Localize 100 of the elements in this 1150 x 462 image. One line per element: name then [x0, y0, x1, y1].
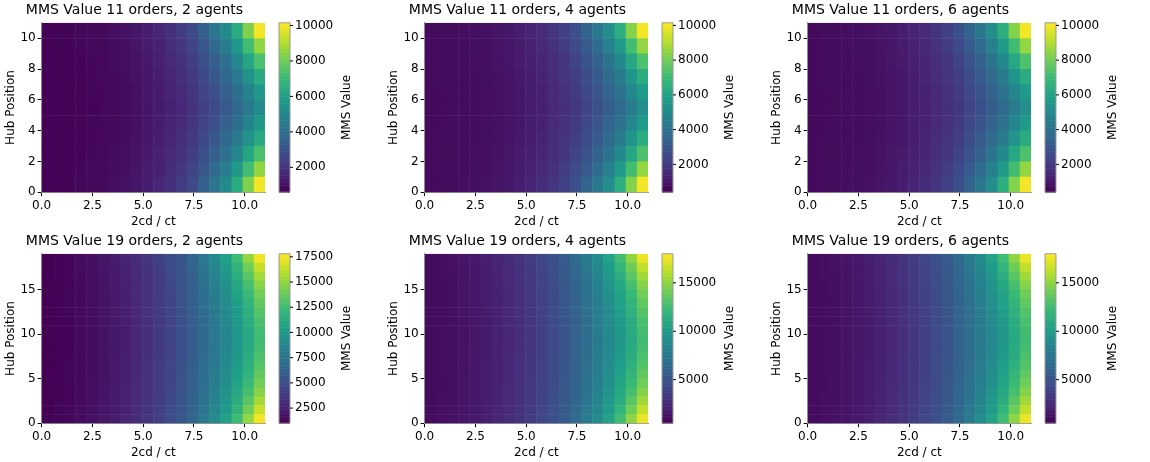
y-tick-label: 10: [403, 326, 419, 341]
color-bar-label: 10000: [678, 323, 717, 338]
x-tick-label: 5.0: [516, 428, 536, 443]
x-tick-label: 2.5: [82, 428, 102, 443]
x-tick-label: 10.0: [231, 197, 259, 212]
color-bar-label: 7500: [295, 349, 326, 364]
x-tick-label: 0.0: [798, 197, 818, 212]
color-bar-label: 6000: [1061, 87, 1092, 102]
color-bar-label: 2000: [1061, 156, 1092, 171]
y-tick-label: 10: [20, 326, 36, 341]
color-bar-label: 10000: [295, 17, 334, 32]
x-tick-label: 7.5: [567, 197, 587, 212]
x-tick-label: 2.5: [465, 428, 485, 443]
color-bar-label: 6000: [295, 88, 326, 103]
x-tick-label: 5.0: [133, 197, 153, 212]
color-bar-title: MMS Value: [339, 305, 354, 372]
color-bar-label: 4000: [678, 121, 709, 136]
x-tick-label: 7.5: [950, 197, 970, 212]
chart-title: MMS Value 19 orders, 6 agents: [791, 232, 1010, 249]
y-tick-label: 2: [28, 153, 36, 168]
color-bar-label: 8000: [678, 52, 709, 67]
x-tick-label: 0.0: [798, 428, 818, 443]
x-tick-label: 2.5: [848, 197, 868, 212]
chart-title: MMS Value 11 orders, 6 agents: [791, 1, 1010, 18]
color-bar-label: 4000: [1061, 121, 1092, 136]
x-axis-title: 2cd / ct: [513, 444, 560, 459]
x-tick-label: 5.0: [516, 197, 536, 212]
x-tick-label: 5.0: [899, 428, 919, 443]
color-bar-label: 10000: [678, 17, 717, 32]
color-bar-label: 8000: [1061, 52, 1092, 67]
color-bar-label: 2000: [678, 156, 709, 171]
y-tick-label: 8: [28, 61, 36, 76]
y-tick-label: 0: [28, 184, 36, 199]
y-tick-label: 10: [20, 30, 36, 45]
y-tick-label: 4: [794, 122, 802, 137]
color-bar-label: 5000: [1061, 371, 1092, 386]
x-tick-label: 10.0: [997, 197, 1025, 212]
y-axis-title: Hub Position: [3, 70, 18, 145]
y-axis-title: Hub Position: [769, 301, 784, 376]
y-tick-label: 0: [411, 184, 419, 199]
chart-title: MMS Value 19 orders, 4 agents: [408, 232, 627, 249]
y-axis-title: Hub Position: [386, 70, 401, 145]
x-tick-label: 10.0: [614, 197, 642, 212]
x-tick-label: 0.0: [32, 197, 52, 212]
y-tick-label: 2: [794, 153, 802, 168]
color-bar-title: MMS Value: [1105, 305, 1120, 372]
y-tick-label: 15: [403, 281, 419, 296]
color-bar-title: MMS Value: [339, 74, 354, 141]
x-tick-label: 0.0: [415, 428, 435, 443]
chart-title: MMS Value 11 orders, 2 agents: [25, 1, 244, 18]
x-tick-label: 2.5: [82, 197, 102, 212]
y-tick-label: 6: [794, 91, 802, 106]
y-tick-label: 10: [786, 326, 802, 341]
x-axis-title: 2cd / ct: [130, 444, 177, 459]
x-axis-title: 2cd / ct: [513, 213, 560, 228]
color-bar-label: 2000: [295, 159, 326, 174]
y-tick-label: 5: [28, 370, 36, 385]
y-tick-label: 5: [794, 370, 802, 385]
x-tick-label: 5.0: [899, 197, 919, 212]
y-tick-label: 0: [411, 415, 419, 430]
y-tick-label: 8: [411, 61, 419, 76]
y-tick-label: 0: [794, 184, 802, 199]
y-axis-title: Hub Position: [386, 301, 401, 376]
y-tick-label: 8: [794, 61, 802, 76]
x-tick-label: 2.5: [848, 428, 868, 443]
color-bar-label: 15000: [295, 274, 334, 289]
color-bar-label: 4000: [295, 124, 326, 139]
y-tick-label: 0: [794, 415, 802, 430]
y-tick-label: 4: [28, 122, 36, 137]
color-bar-title: MMS Value: [722, 305, 737, 372]
y-tick-label: 2: [411, 153, 419, 168]
y-axis-title: Hub Position: [3, 301, 18, 376]
color-bar-label: 10000: [295, 324, 334, 339]
chart-title: MMS Value 11 orders, 4 agents: [408, 1, 627, 18]
y-tick-label: 4: [411, 122, 419, 137]
y-tick-label: 0: [28, 415, 36, 430]
x-tick-label: 7.5: [184, 197, 204, 212]
color-bar-label: 2500: [295, 400, 326, 415]
y-tick-label: 6: [28, 91, 36, 106]
x-axis-title: 2cd / ct: [130, 213, 177, 228]
y-tick-label: 10: [403, 30, 419, 45]
y-tick-label: 6: [411, 91, 419, 106]
color-bar-title: MMS Value: [1105, 74, 1120, 141]
chart-title: MMS Value 19 orders, 2 agents: [25, 232, 244, 249]
x-tick-label: 7.5: [567, 428, 587, 443]
color-bar-label: 10000: [1061, 17, 1100, 32]
color-bar-label: 8000: [295, 53, 326, 68]
x-tick-label: 5.0: [133, 428, 153, 443]
y-tick-label: 15: [20, 281, 36, 296]
x-tick-label: 10.0: [997, 428, 1025, 443]
x-tick-label: 7.5: [184, 428, 204, 443]
color-bar-label: 6000: [678, 87, 709, 102]
x-axis-title: 2cd / ct: [896, 444, 943, 459]
color-bar-label: 12500: [295, 299, 334, 314]
x-tick-label: 0.0: [415, 197, 435, 212]
y-tick-label: 15: [786, 281, 802, 296]
x-tick-label: 10.0: [614, 428, 642, 443]
color-bar-label: 5000: [678, 371, 709, 386]
x-tick-label: 10.0: [231, 428, 259, 443]
y-tick-label: 5: [411, 370, 419, 385]
